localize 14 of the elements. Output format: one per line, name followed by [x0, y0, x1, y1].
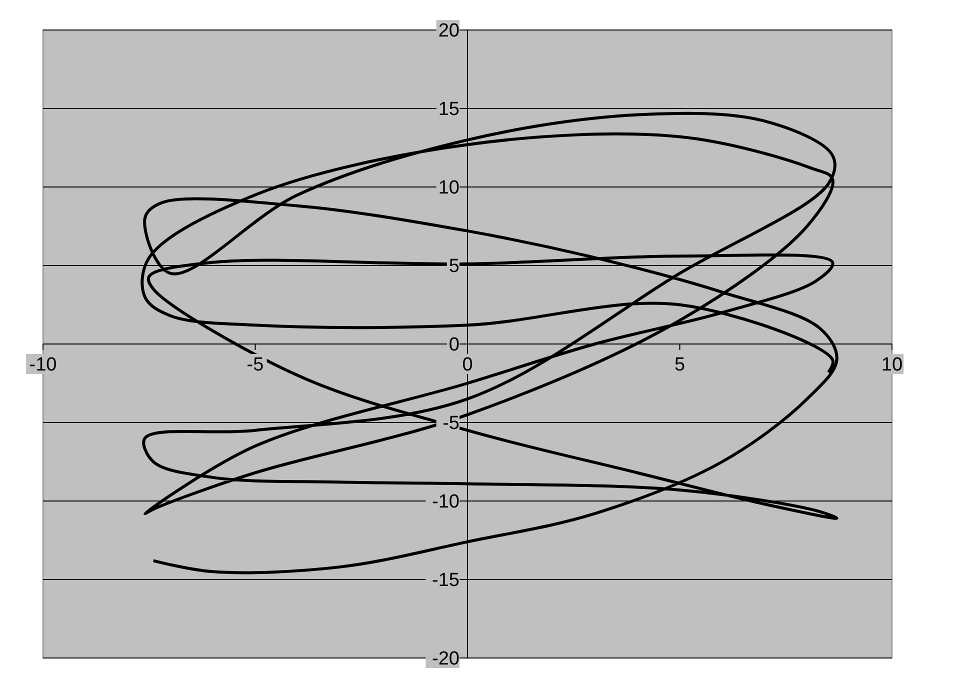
y-tick-label: 20 [438, 20, 460, 42]
x-tick-label: 5 [674, 354, 686, 376]
y-tick-label: 5 [448, 256, 460, 278]
y-tick-label: -5 [442, 413, 460, 434]
x-tick-label: 10 [881, 354, 903, 376]
y-tick-label: -10 [432, 492, 460, 513]
x-tick-label: -5 [246, 354, 264, 376]
y-tick-label: 10 [438, 178, 460, 199]
y-tick-label: 15 [438, 99, 460, 120]
x-tick-label: -10 [29, 354, 57, 376]
y-tick-label: -20 [432, 648, 460, 670]
x-tick-label: 0 [462, 354, 473, 376]
y-tick-label: -15 [432, 570, 460, 592]
y-tick-label: 0 [448, 334, 460, 356]
